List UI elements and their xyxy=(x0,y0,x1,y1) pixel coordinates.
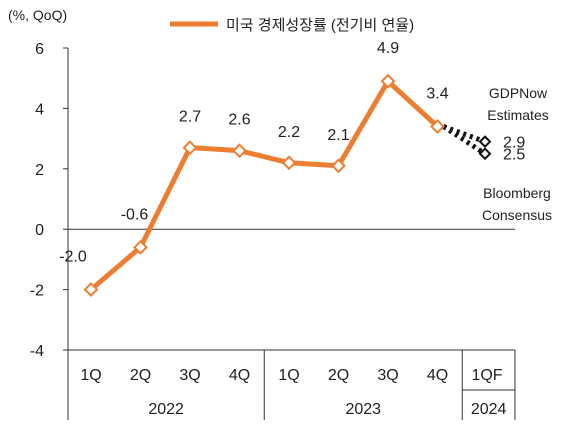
data-label: 2.1 xyxy=(327,127,349,144)
forecast-label: 2.9 xyxy=(503,135,525,152)
data-point xyxy=(430,119,445,134)
x-tick-label: 4Q xyxy=(427,367,448,384)
data-point xyxy=(83,282,99,298)
year-label: 2024 xyxy=(471,401,507,418)
unit-label: (%, QoQ) xyxy=(8,7,67,23)
y-tick-label: 6 xyxy=(35,41,44,58)
y-tick-label: 2 xyxy=(35,162,44,179)
forecast-line xyxy=(442,124,487,156)
data-label: 2.6 xyxy=(228,112,250,129)
x-tick-label: 1Q xyxy=(278,367,299,384)
label-layer: (%, QoQ) 미국 경제성장률 (전기비 연율) -2.0 -0.6 2.7 2.6 2… xyxy=(8,7,552,266)
series-line xyxy=(88,78,440,293)
marker-layer xyxy=(83,73,492,298)
x-tick-label: 3Q xyxy=(179,367,200,384)
data-point xyxy=(133,239,148,255)
year-label: 2023 xyxy=(345,401,381,418)
y-tick-label: -2 xyxy=(30,283,44,300)
x-tick-label: 2Q xyxy=(328,367,349,384)
data-point xyxy=(182,140,198,156)
y-tick-label: 0 xyxy=(35,222,44,239)
data-label: -0.6 xyxy=(121,206,149,223)
forecast-point xyxy=(478,135,492,149)
forecast-source-note: Bloomberg xyxy=(483,185,551,201)
legend-label: 미국 경제성장률 (전기비 연율) xyxy=(226,17,414,34)
forecast-point xyxy=(478,147,492,161)
axes-layer: 6 4 2 0 -2 -4 1Q 2Q 3Q 4Q 1Q 2Q 3Q 4Q 1QF 2022 2023 2024 xyxy=(30,41,516,420)
data-point xyxy=(232,143,247,159)
data-point xyxy=(331,158,346,174)
data-point xyxy=(380,73,396,89)
x-tick-label: 1QF xyxy=(471,367,502,384)
line-layer xyxy=(88,78,487,293)
forecast-source-note: GDPNow xyxy=(489,85,548,101)
data-label: 2.7 xyxy=(179,109,201,126)
x-tick-label: 4Q xyxy=(229,367,250,384)
forecast-label: 2.5 xyxy=(503,147,525,164)
data-label: 2.2 xyxy=(278,124,300,141)
y-tick-label: -4 xyxy=(30,343,44,360)
data-label: 4.9 xyxy=(377,40,399,57)
year-label: 2022 xyxy=(148,401,184,418)
forecast-source-note: Consensus xyxy=(482,207,552,223)
x-tick-label: 2Q xyxy=(130,367,151,384)
data-label: 3.4 xyxy=(426,86,448,103)
data-label: -2.0 xyxy=(59,249,87,266)
x-tick-label: 1Q xyxy=(80,367,101,384)
y-tick-label: 4 xyxy=(35,101,44,118)
forecast-line xyxy=(442,124,486,144)
data-point xyxy=(281,155,297,171)
x-tick-label: 3Q xyxy=(377,367,398,384)
forecast-source-note: Estimates xyxy=(487,107,548,123)
